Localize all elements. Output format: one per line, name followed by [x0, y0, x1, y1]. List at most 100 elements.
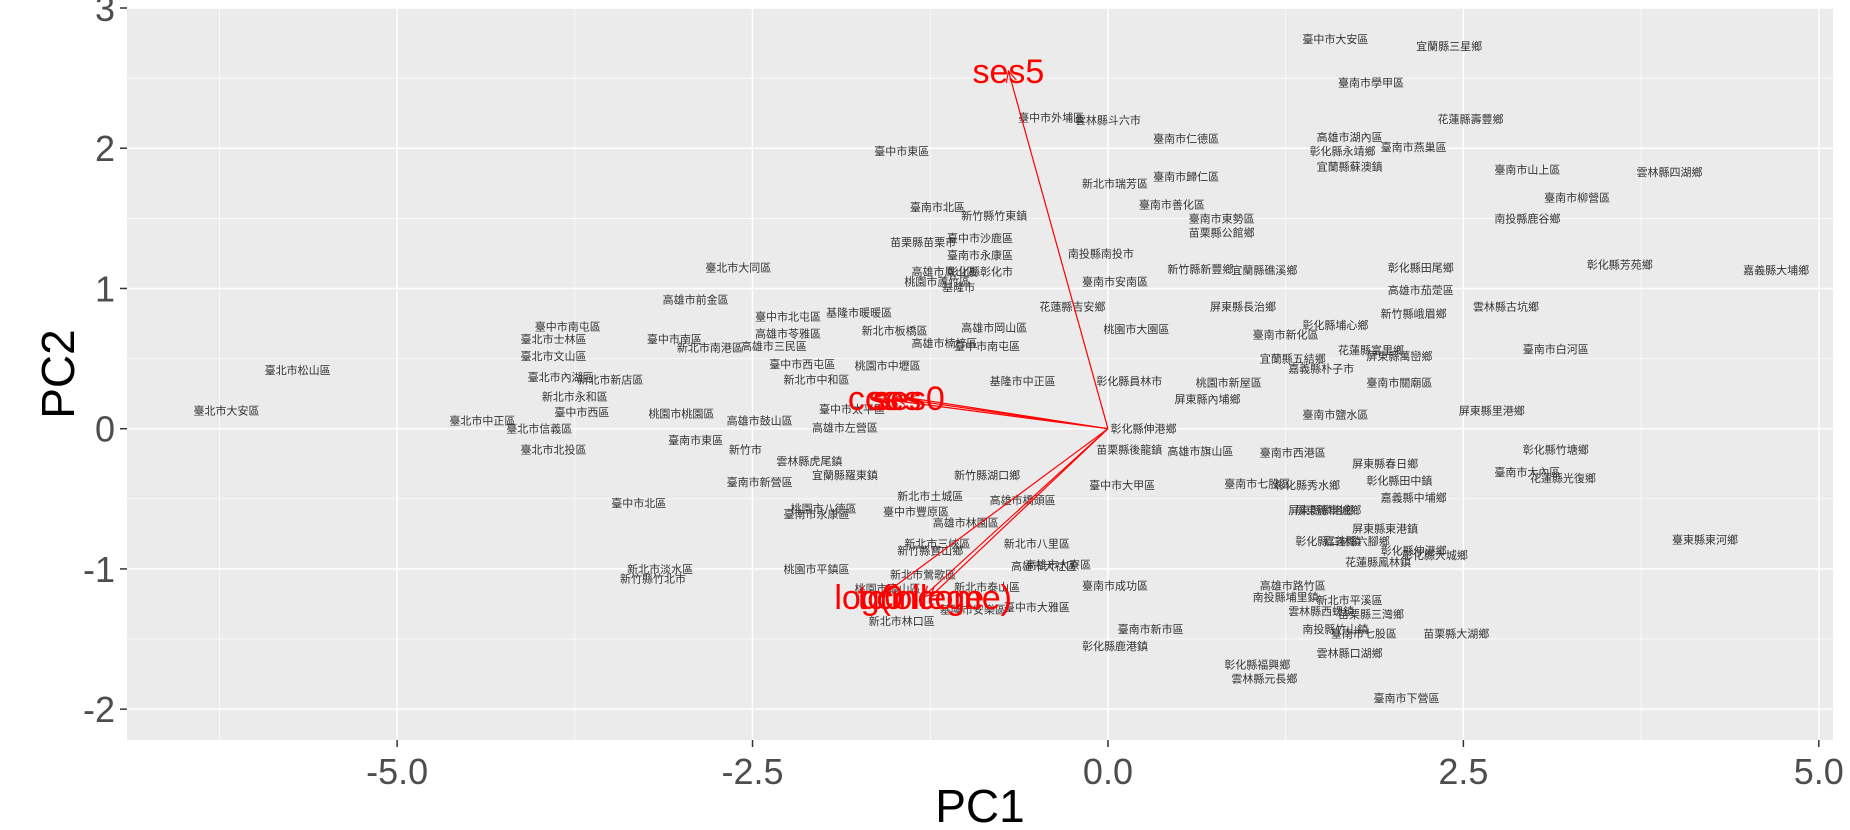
point-label: 屏東縣內埔鄉 [1174, 393, 1240, 406]
point-label: 新北市南港區 [677, 340, 743, 354]
point-label: 臺南市山上區 [1494, 162, 1560, 176]
loading-arrow [1007, 70, 1109, 429]
point-label: 彰化縣福興鄉 [1224, 657, 1290, 671]
loading-arrowhead [929, 585, 942, 598]
point-label: 臺南市柳營區 [1544, 190, 1610, 204]
point-label: 臺北市信義區 [506, 422, 572, 436]
point-label: 南投縣竹山鎮 [1302, 622, 1368, 636]
point-label: 雲林縣斗六市 [1075, 113, 1141, 127]
point-label: 高雄市路竹區 [1260, 579, 1326, 593]
point-label: 臺中市太平區 [819, 402, 885, 416]
point-label: 臺北市文山區 [521, 349, 587, 363]
point-label: 桃園市新屋區 [1196, 375, 1262, 389]
point-label: 桃園市中壢區 [855, 359, 921, 373]
point-label: 嘉義縣朴子市 [1288, 361, 1354, 375]
point-label: 宜蘭縣三星鄉 [1416, 39, 1482, 53]
loading-arrow-label: ses5 [973, 53, 1045, 91]
point-label: 新竹縣竹北市 [620, 572, 686, 586]
x-tick-label: 2.5 [1438, 751, 1488, 792]
point-label: 臺中市大甲區 [1089, 478, 1155, 492]
point-label: 臺東縣東河鄉 [1672, 532, 1738, 546]
point-label: 桃園市龜山區 [855, 582, 921, 596]
point-label: 基隆市中正區 [990, 374, 1056, 388]
loading-arrow [922, 428, 1109, 598]
x-tick-label: 5.0 [1794, 751, 1844, 792]
point-label: 臺中市東區 [874, 144, 929, 158]
point-label: 新竹市 [729, 443, 762, 457]
point-label: 屏東縣車城鄉 [1295, 503, 1361, 517]
point-label: 屏東縣東港鎮 [1352, 521, 1418, 535]
point-label: 高雄市楠梓區 [911, 336, 977, 350]
point-label: 臺中市南屯區 [535, 319, 601, 333]
point-label: 彰化縣二林鎮 [1295, 534, 1361, 548]
point-label: 新北市泰山區 [954, 580, 1020, 594]
point-label: 彰化縣田尾鄉 [1388, 260, 1454, 274]
point-label: 臺南市東勢區 [1189, 211, 1255, 225]
x-tick-label: 0.0 [1083, 751, 1133, 792]
loading-arrowhead [872, 393, 885, 405]
y-axis-title: PC2 [32, 329, 84, 418]
point-label: 臺南市新營區 [727, 475, 793, 489]
point-label: 高雄市左營區 [812, 420, 878, 434]
point-label: 高雄市大社區 [1011, 559, 1077, 573]
point-label: 彰化縣伸港鄉 [1381, 544, 1447, 558]
point-label: 宜蘭縣蘇澳鎮 [1317, 159, 1383, 173]
point-label: 嘉義縣大埔鄉 [1743, 263, 1809, 277]
point-label: 桃園市蘆竹區 [904, 274, 970, 288]
point-label: 新北市板橋區 [862, 324, 928, 338]
point-label: 花蓮縣吉安鄉 [1039, 300, 1105, 314]
y-tick-label: -1 [83, 549, 115, 590]
point-label: 臺中市外埔區 [1018, 110, 1084, 124]
point-label: 臺南市歸仁區 [1153, 169, 1219, 183]
loading-arrow [908, 397, 1109, 430]
point-label: 苗栗縣大湖鄉 [1423, 626, 1489, 640]
point-label: 屏東縣長治鄉 [1210, 300, 1276, 314]
y-tick-label: 0 [95, 409, 115, 450]
loading-arrowhead [893, 393, 907, 406]
point-label: 臺北市松山區 [265, 363, 331, 377]
point-label: 高雄市鳳山區 [911, 265, 977, 279]
loading-arrow [880, 428, 1109, 598]
loading-arrow-label: log(income) [834, 579, 1012, 617]
point-label: 彰化縣秀水鄉 [1274, 478, 1340, 492]
point-label: 新北市淡水區 [627, 562, 693, 576]
point-label: 基隆市 [942, 280, 975, 294]
point-label: 彰化縣伸港鄉 [1110, 422, 1176, 436]
point-label: 臺南市關廟區 [1366, 375, 1432, 389]
y-tick-label: 2 [95, 128, 115, 169]
point-label: 雲林縣四湖鄉 [1637, 165, 1703, 179]
point-label: 雲林縣古坑鄉 [1473, 300, 1539, 314]
point-label: 臺南市白河區 [1523, 342, 1589, 356]
point-label: 新北市永和區 [542, 389, 608, 403]
point-label: 新北市土城區 [897, 489, 963, 503]
point-label: 宜蘭縣礁溪鄉 [1231, 263, 1297, 277]
loading-arrowhead [879, 586, 893, 598]
point-label: 南投縣埔里鎮 [1253, 590, 1319, 604]
loading-arrow [873, 397, 1109, 430]
point-label: 新北市中和區 [784, 373, 850, 387]
point-label: 嘉義縣中埔鄉 [1381, 490, 1447, 504]
point-label: 臺北市中正區 [449, 413, 515, 427]
point-label: 花蓮縣壽豐鄉 [1437, 112, 1503, 126]
loading-arrow-label: tc0 [858, 579, 903, 617]
points-layer: 臺北市大安區臺北市松山區臺北市中正區臺北市信義區臺北市北投區臺中市南屯區臺北市士… [194, 32, 1810, 705]
point-label: 宜蘭縣五結鄉 [1260, 352, 1326, 366]
point-label: 高雄市前金區 [663, 293, 729, 307]
point-label: 臺中市南區 [647, 332, 702, 346]
point-label: 新北市八里區 [1004, 537, 1070, 551]
grid-layer [127, 7, 1833, 740]
point-label: 高雄市大寮區 [1025, 558, 1091, 572]
x-tick-label: -5.0 [366, 751, 428, 792]
point-label: 臺南市仁德區 [1153, 131, 1219, 145]
point-label: 臺南市成功區 [1082, 579, 1148, 593]
point-label: 花蓮縣光復鄉 [1530, 471, 1596, 485]
point-label: 高雄市鼓山區 [727, 413, 793, 427]
point-label: 臺北市北投區 [521, 443, 587, 457]
point-label: 新北市林口區 [869, 614, 935, 628]
point-label: 桃園市桃園區 [648, 406, 714, 420]
point-label: 臺中市大雅區 [1004, 600, 1070, 614]
x-axis-title: PC1 [935, 780, 1024, 830]
point-label: 臺中市北區 [611, 496, 666, 510]
point-label: 臺中市豐原區 [883, 504, 949, 518]
loading-arrowhead [1005, 69, 1017, 84]
